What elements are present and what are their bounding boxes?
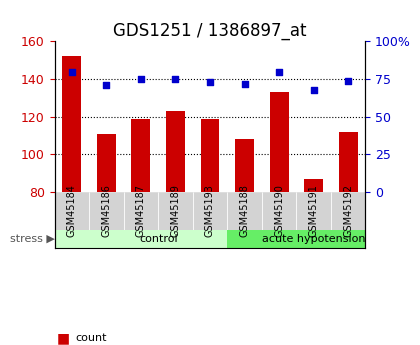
Point [345,78,352,83]
Bar [97,134,116,192]
Text: ■: ■ [57,331,70,345]
Text: GSM45186: GSM45186 [101,184,111,237]
Point [241,81,248,86]
Bar [200,119,220,192]
Bar [131,119,150,192]
Bar [227,229,365,248]
Bar [331,192,365,229]
Bar [339,132,357,192]
Title: GDS1251 / 1386897_at: GDS1251 / 1386897_at [113,22,307,40]
Text: stress ▶: stress ▶ [10,234,55,244]
Bar [123,192,158,229]
Bar [55,229,227,248]
Point [68,69,75,74]
Text: acute hypotension: acute hypotension [262,234,365,244]
Bar [262,192,297,229]
Text: GSM45188: GSM45188 [239,184,249,237]
Point [172,76,179,82]
Bar [304,179,323,192]
Text: GSM45191: GSM45191 [309,184,319,237]
Text: GSM45192: GSM45192 [343,184,353,237]
Text: count: count [76,333,107,343]
Bar [270,92,289,192]
Point [138,76,144,82]
Point [103,82,110,88]
Bar [63,57,81,192]
Text: GSM45184: GSM45184 [67,184,77,237]
Bar [89,192,123,229]
Bar [158,192,193,229]
Point [207,79,213,85]
Text: GSM45189: GSM45189 [171,184,181,237]
Point [310,87,317,92]
Bar [227,192,262,229]
Bar [235,139,254,192]
Bar [297,192,331,229]
Text: GSM45193: GSM45193 [205,184,215,237]
Text: GSM45187: GSM45187 [136,184,146,237]
Point [276,69,282,74]
Bar [166,111,185,192]
Text: GSM45190: GSM45190 [274,184,284,237]
Bar [193,192,227,229]
Text: control: control [139,234,178,244]
Bar [55,192,89,229]
